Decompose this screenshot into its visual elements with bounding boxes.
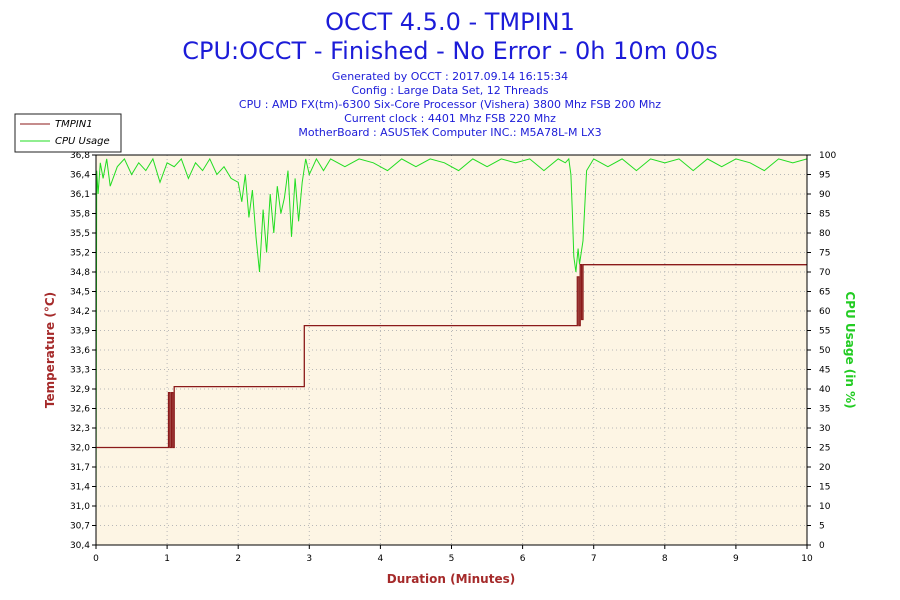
y-tick-label: 32,0 [70,444,90,454]
y-tick-label: 34,8 [70,268,90,278]
y2-tick-label: 85 [819,210,830,220]
y2-tick-label: 5 [819,522,825,532]
y-axis-label: Temperature (°C) [43,292,57,408]
x-axis-label: Duration (Minutes) [387,572,515,586]
y2-tick-label: 50 [819,346,831,356]
y2-tick-label: 75 [819,249,830,259]
y2-axis-ticks: 0 5 10 15 20 25 30 35 40 45 50 55 60 65 70 75 80 85 90 95 10… [807,151,836,551]
y2-tick-label: 35 [819,405,830,415]
y-tick-label: 30,4 [70,541,90,551]
legend-label-tmpin1: TMPIN1 [55,119,93,130]
info-cpu: CPU : AMD FX(tm)-6300 Six-Core Processor… [239,98,661,111]
y2-tick-label: 65 [819,288,830,298]
y2-tick-label: 30 [819,424,831,434]
y-tick-label: 33,3 [70,366,90,376]
series-cpu-usage-line [95,157,808,526]
x-tick-label: 8 [662,554,668,564]
x-tick-label: 10 [801,554,813,564]
y2-tick-label: 10 [819,502,831,512]
y-tick-label: 33,9 [70,327,90,337]
y-tick-label: 31,0 [70,502,90,512]
y-tick-label: 36,1 [70,190,90,200]
y2-tick-label: 45 [819,366,830,376]
y2-tick-label: 25 [819,444,830,454]
y-tick-label: 30,7 [70,522,90,532]
grid [96,155,807,545]
chart-title: OCCT 4.5.0 - TMPIN1 [325,8,575,36]
y-tick-label: 32,6 [70,405,90,415]
info-generated: Generated by OCCT : 2017.09.14 16:15:34 [332,70,568,83]
y2-tick-label: 90 [819,190,831,200]
x-tick-label: 2 [235,554,241,564]
y2-tick-label: 0 [819,541,825,551]
y2-axis-label: CPU Usage (in %) [843,291,857,408]
x-axis-ticks: 0 1 2 3 4 5 6 7 8 9 10 [93,545,813,564]
x-tick-label: 3 [306,554,312,564]
y2-tick-label: 55 [819,327,830,337]
y2-tick-label: 15 [819,483,830,493]
info-clock: Current clock : 4401 Mhz FSB 220 Mhz [344,112,556,125]
x-tick-label: 1 [164,554,170,564]
y-tick-label: 35,5 [70,229,90,239]
y-tick-label: 35,8 [70,210,90,220]
y-tick-label: 32,9 [70,385,90,395]
y2-tick-label: 80 [819,229,831,239]
y-tick-label: 31,7 [70,463,90,473]
y-tick-label: 36,4 [70,171,90,181]
info-block: Generated by OCCT : 2017.09.14 16:15:34 … [239,70,661,139]
series-tmpin1-line [96,264,807,449]
y-tick-label: 34,2 [70,307,90,317]
y-tick-label: 31,4 [70,483,90,493]
y-tick-label: 36,8 [70,151,90,161]
chart-subtitle: CPU:OCCT - Finished - No Error - 0h 10m … [182,37,718,65]
y2-tick-label: 95 [819,171,830,181]
x-tick-label: 6 [520,554,526,564]
legend-label-cpu-usage: CPU Usage [55,136,110,147]
y2-tick-label: 60 [819,307,831,317]
x-tick-label: 7 [591,554,597,564]
y-tick-label: 32,3 [70,424,90,434]
info-config: Config : Large Data Set, 12 Threads [352,84,549,97]
plot-frame [95,154,808,546]
y-tick-label: 34,5 [70,288,90,298]
info-motherboard: MotherBoard : ASUSTeK Computer INC.: M5A… [298,126,601,139]
y-axis-ticks: 30,4 30,7 31,0 31,4 31,7 32,0 32,3 32,6 32,9 33,3… [70,151,96,551]
x-tick-label: 4 [378,554,384,564]
x-tick-label: 5 [449,554,455,564]
y2-tick-label: 70 [819,268,831,278]
y-tick-label: 33,6 [70,346,90,356]
legend: TMPIN1 CPU Usage [14,113,122,153]
y-tick-label: 35,2 [70,249,90,259]
y2-tick-label: 20 [819,463,831,473]
y2-tick-label: 40 [819,385,831,395]
legend-box [14,113,122,153]
x-tick-label: 0 [93,554,99,564]
x-tick-label: 9 [733,554,739,564]
y2-tick-label: 100 [819,151,836,161]
